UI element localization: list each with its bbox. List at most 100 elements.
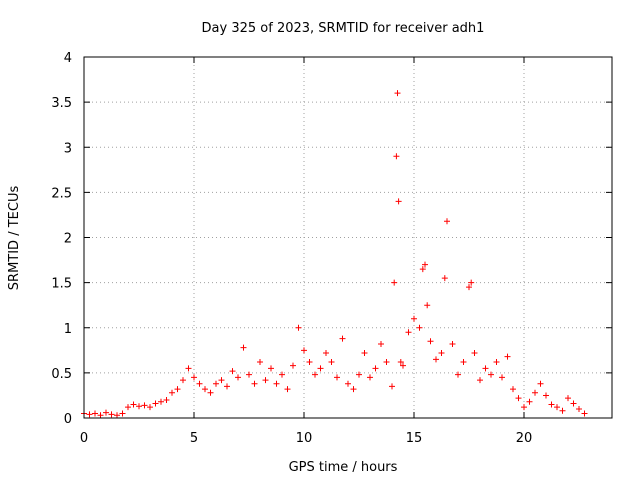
data-point [419, 266, 426, 273]
x-tick-label: 20 [516, 431, 533, 446]
data-point [389, 383, 395, 390]
data-point [393, 153, 400, 160]
data-point [471, 350, 478, 357]
data-point [466, 284, 472, 291]
data-point [246, 371, 252, 378]
data-point [163, 396, 170, 403]
x-tick-label: 15 [406, 431, 423, 446]
data-point [526, 398, 533, 405]
data-point [125, 404, 131, 411]
data-point [441, 275, 448, 282]
data-point [438, 350, 445, 357]
data-point [499, 374, 505, 381]
data-point [86, 411, 93, 418]
data-point [565, 395, 571, 402]
data-point [158, 398, 164, 405]
data-point [433, 356, 439, 363]
data-point [411, 315, 417, 322]
data-point [416, 324, 423, 331]
data-point [174, 386, 181, 393]
data-point [350, 386, 357, 393]
data-point [532, 389, 538, 396]
data-point [257, 359, 263, 366]
data-point [460, 359, 467, 366]
data-point [339, 335, 346, 342]
data-point [356, 371, 362, 378]
data-point [114, 412, 120, 419]
chart-title: Day 325 of 2023, SRMTID for receiver adh… [202, 21, 485, 36]
y-tick-label: 1 [64, 322, 72, 337]
data-point [581, 410, 588, 417]
data-point [317, 365, 324, 372]
data-point [279, 371, 285, 378]
data-point [477, 377, 483, 384]
y-tick-label: 2.5 [51, 186, 72, 201]
data-point [180, 377, 186, 384]
data-point [152, 400, 159, 407]
x-axis-label: GPS time / hours [289, 460, 398, 475]
data-point [504, 353, 511, 360]
data-point [284, 386, 291, 393]
data-point [444, 218, 450, 225]
data-point [345, 380, 351, 387]
data-point [422, 261, 428, 268]
data-point [224, 383, 230, 390]
data-point [240, 344, 247, 351]
y-tick-label: 3 [64, 141, 72, 156]
data-point [251, 380, 258, 387]
data-point [136, 403, 142, 410]
data-point [185, 365, 192, 372]
data-point [103, 409, 109, 416]
data-point [306, 359, 313, 366]
data-point [268, 365, 274, 372]
data-point [537, 380, 544, 387]
data-point [367, 374, 373, 381]
y-axis-label: SRMTID / TECUs [7, 186, 22, 291]
data-point [427, 338, 434, 345]
data-point [108, 411, 115, 418]
data-point [191, 374, 197, 381]
data-point [383, 359, 390, 366]
data-point [97, 412, 104, 419]
data-point [510, 386, 516, 393]
y-tick-label: 4 [64, 51, 72, 66]
data-point [559, 407, 566, 414]
data-point [328, 359, 335, 366]
data-point [449, 340, 456, 347]
data-point [521, 404, 527, 411]
data-point [361, 350, 368, 357]
data-point [218, 377, 225, 384]
data-series [81, 90, 588, 419]
data-point [482, 365, 489, 372]
data-point [378, 340, 384, 347]
data-point [312, 371, 318, 378]
data-point [400, 362, 406, 369]
data-point [141, 402, 148, 409]
data-point [493, 359, 500, 366]
tick-labels: 0 5 10 15 20 0 0.5 1 1.5 2 2.5 3 3.5 4 [51, 51, 532, 446]
data-point [301, 347, 307, 354]
data-point [515, 395, 522, 402]
data-point [424, 302, 431, 309]
y-tick-label: 3.5 [51, 96, 72, 111]
data-point [391, 279, 398, 286]
data-point [273, 380, 280, 387]
data-point [213, 380, 219, 387]
data-point [468, 279, 475, 286]
data-point [488, 371, 494, 378]
data-point [119, 410, 126, 417]
data-point [570, 400, 577, 407]
data-point [397, 359, 404, 366]
y-tick-label: 0.5 [51, 367, 72, 382]
data-point [290, 362, 296, 369]
data-point [548, 401, 555, 408]
x-tick-label: 5 [190, 431, 198, 446]
data-point [295, 324, 302, 331]
data-point [323, 350, 329, 357]
data-point [229, 368, 236, 375]
data-point [92, 410, 98, 417]
data-point [543, 392, 549, 399]
data-point [554, 404, 560, 411]
grid-lines [84, 57, 612, 418]
